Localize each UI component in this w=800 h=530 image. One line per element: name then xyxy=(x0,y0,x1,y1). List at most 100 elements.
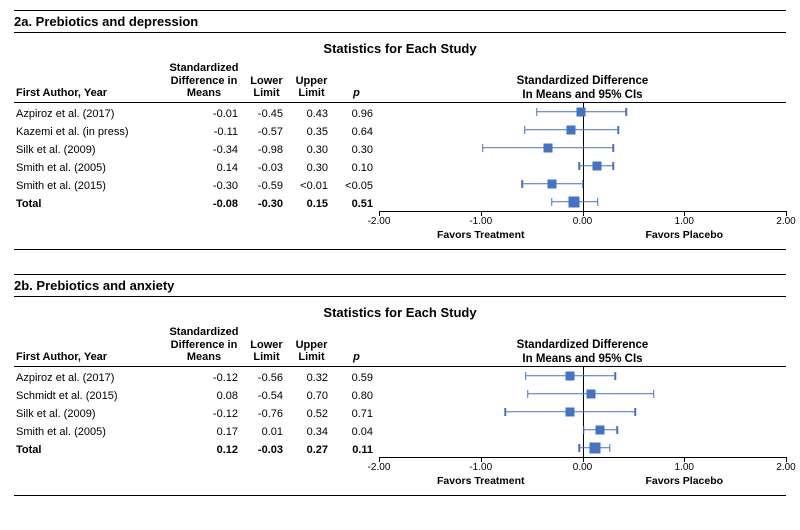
p-value: 0.59 xyxy=(334,371,379,385)
ci-cap xyxy=(579,162,581,170)
col-header-p: p xyxy=(334,85,379,102)
smd-value: 0.14 xyxy=(164,161,244,175)
stats-title: Statistics for Each Study xyxy=(14,305,786,320)
upper-value: 0.52 xyxy=(289,407,334,421)
forest-header: Standardized DifferenceIn Means and 95% … xyxy=(379,339,786,365)
ci-cap xyxy=(583,426,585,434)
ci-cap xyxy=(579,444,581,452)
ci-cap xyxy=(617,126,619,134)
axis-tick-label: 2.00 xyxy=(776,462,795,473)
point-marker xyxy=(543,143,552,152)
col-header-upper: Upper Limit xyxy=(289,337,334,366)
lower-value: -0.98 xyxy=(244,143,289,157)
x-axis: -2.00-1.000.001.002.00 xyxy=(379,211,786,229)
ci-cap xyxy=(504,408,506,416)
spacer xyxy=(14,243,164,245)
upper-value: 0.34 xyxy=(289,425,334,439)
forest-row xyxy=(379,193,786,211)
forest-panel: 2a. Prebiotics and depressionStatistics … xyxy=(14,10,786,250)
lower-value: -0.59 xyxy=(244,179,289,193)
axis-tick-label: -2.00 xyxy=(368,216,391,227)
ci-cap xyxy=(536,108,538,116)
lower-value: -0.57 xyxy=(244,125,289,139)
lower-value: -0.54 xyxy=(244,389,289,403)
favors-treatment-label: Favors Treatment xyxy=(437,475,525,487)
study-author: Smith et al. (2005) xyxy=(14,425,164,439)
divider xyxy=(14,495,786,496)
upper-value: 0.43 xyxy=(289,107,334,121)
ci-cap xyxy=(612,162,614,170)
smd-value: 0.12 xyxy=(164,443,244,457)
spacer xyxy=(334,489,379,491)
ci-cap xyxy=(582,180,584,188)
col-header-author: First Author, Year xyxy=(14,85,164,102)
p-value: 0.51 xyxy=(334,197,379,211)
study-author: Smith et al. (2015) xyxy=(14,179,164,193)
col-header-lower: Lower Limit xyxy=(244,337,289,366)
spacer xyxy=(164,489,244,491)
col-header-upper: Upper Limit xyxy=(289,73,334,102)
ci-cap xyxy=(612,144,614,152)
forest-row xyxy=(379,367,786,385)
col-header-p: p xyxy=(334,349,379,366)
section-title: 2b. Prebiotics and anxiety xyxy=(14,274,786,297)
p-value: 0.04 xyxy=(334,425,379,439)
smd-value: -0.08 xyxy=(164,197,244,211)
section-title: 2a. Prebiotics and depression xyxy=(14,10,786,33)
spacer xyxy=(164,243,244,245)
forest-header: Standardized DifferenceIn Means and 95% … xyxy=(379,75,786,101)
smd-value: 0.08 xyxy=(164,389,244,403)
axis-tick-label: 1.00 xyxy=(675,462,694,473)
spacer xyxy=(334,227,379,229)
lower-value: -0.03 xyxy=(244,161,289,175)
col-header-smd: Standardized Difference in Means xyxy=(164,324,244,366)
forest-header-line2: In Means and 95% CIs xyxy=(379,353,786,366)
point-marker xyxy=(586,389,595,398)
spacer xyxy=(14,227,164,229)
p-value: 0.96 xyxy=(334,107,379,121)
point-marker xyxy=(589,442,600,453)
total-label: Total xyxy=(14,197,164,211)
upper-value: 0.27 xyxy=(289,443,334,457)
point-marker xyxy=(592,161,601,170)
forest-header-line1: Standardized Difference xyxy=(379,75,786,88)
lower-value: -0.03 xyxy=(244,443,289,457)
forest-row xyxy=(379,403,786,421)
favors-row: Favors TreatmentFavors Placebo xyxy=(379,229,786,245)
spacer xyxy=(164,227,244,229)
smd-value: -0.01 xyxy=(164,107,244,121)
study-author: Silk et al. (2009) xyxy=(14,407,164,421)
forest-row xyxy=(379,175,786,193)
spacer xyxy=(244,489,289,491)
forest-header-line2: In Means and 95% CIs xyxy=(379,89,786,102)
spacer xyxy=(14,473,164,475)
p-value: 0.10 xyxy=(334,161,379,175)
spacer xyxy=(244,243,289,245)
axis-tick-label: -2.00 xyxy=(368,462,391,473)
p-value: <0.05 xyxy=(334,179,379,193)
spacer xyxy=(14,489,164,491)
point-marker xyxy=(595,425,604,434)
study-author: Smith et al. (2005) xyxy=(14,161,164,175)
lower-value: -0.76 xyxy=(244,407,289,421)
spacer xyxy=(334,243,379,245)
spacer xyxy=(244,473,289,475)
forest-grid: First Author, YearStandardized Differenc… xyxy=(14,324,786,496)
point-marker xyxy=(567,125,576,134)
upper-value: <0.01 xyxy=(289,179,334,193)
favors-treatment-label: Favors Treatment xyxy=(437,229,525,241)
point-marker xyxy=(566,371,575,380)
ci-cap xyxy=(616,426,618,434)
axis-tick-label: 0.00 xyxy=(573,462,592,473)
ci-cap xyxy=(609,444,611,452)
study-author: Azpiroz et al. (2017) xyxy=(14,107,164,121)
point-marker xyxy=(547,179,556,188)
smd-value: 0.17 xyxy=(164,425,244,439)
lower-value: -0.45 xyxy=(244,107,289,121)
upper-value: 0.70 xyxy=(289,389,334,403)
col-header-smd: Standardized Difference in Means xyxy=(164,60,244,102)
ci-cap xyxy=(482,144,484,152)
axis-tick-label: -1.00 xyxy=(469,462,492,473)
p-value: 0.30 xyxy=(334,143,379,157)
point-marker xyxy=(577,107,586,116)
